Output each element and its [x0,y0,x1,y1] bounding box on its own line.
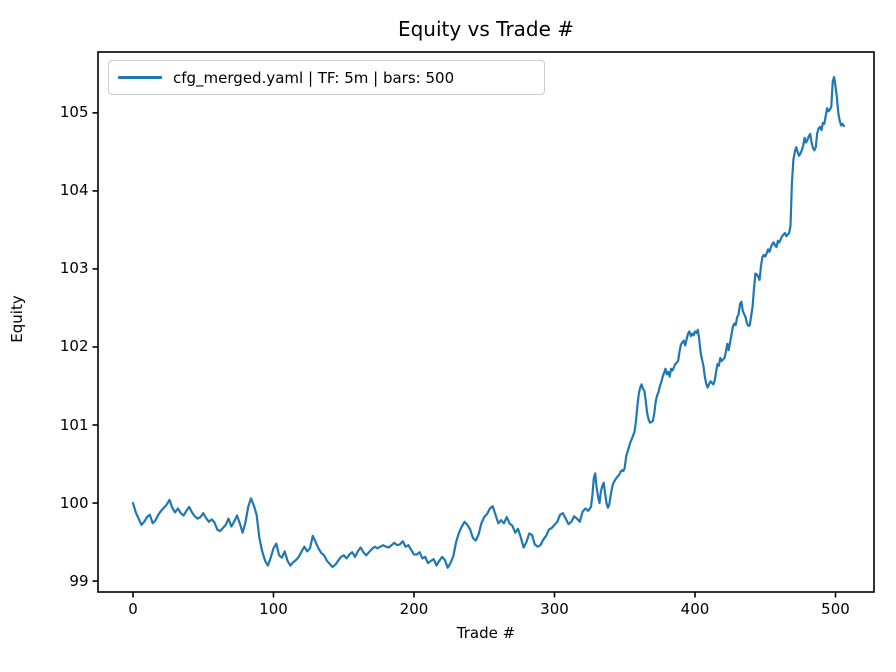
legend-line-sample-icon [118,76,162,79]
x-tick-label: 200 [399,600,429,618]
legend: cfg_merged.yaml | TF: 5m | bars: 500 [108,60,545,95]
x-tick-label: 0 [128,600,138,618]
legend-label: cfg_merged.yaml | TF: 5m | bars: 500 [173,68,455,87]
x-tick-label: 400 [680,600,710,618]
y-tick-label: 103 [59,259,89,278]
y-tick-label: 100 [59,493,89,512]
axes-frame [97,51,875,593]
y-tick-label: 105 [59,103,89,122]
x-tick-label: 100 [259,600,288,618]
y-tick-label: 99 [69,571,89,590]
tick-marks [92,112,837,598]
y-tick-label: 101 [59,415,89,434]
x-axis-label: Trade # [456,624,516,642]
y-tick-label: 102 [59,337,89,356]
x-tick-label: 300 [540,600,569,618]
x-tick-label: 500 [821,600,850,618]
chart-title: Equity vs Trade # [397,17,575,41]
y-tick-label: 104 [59,181,89,200]
equity-line-series [131,75,846,569]
